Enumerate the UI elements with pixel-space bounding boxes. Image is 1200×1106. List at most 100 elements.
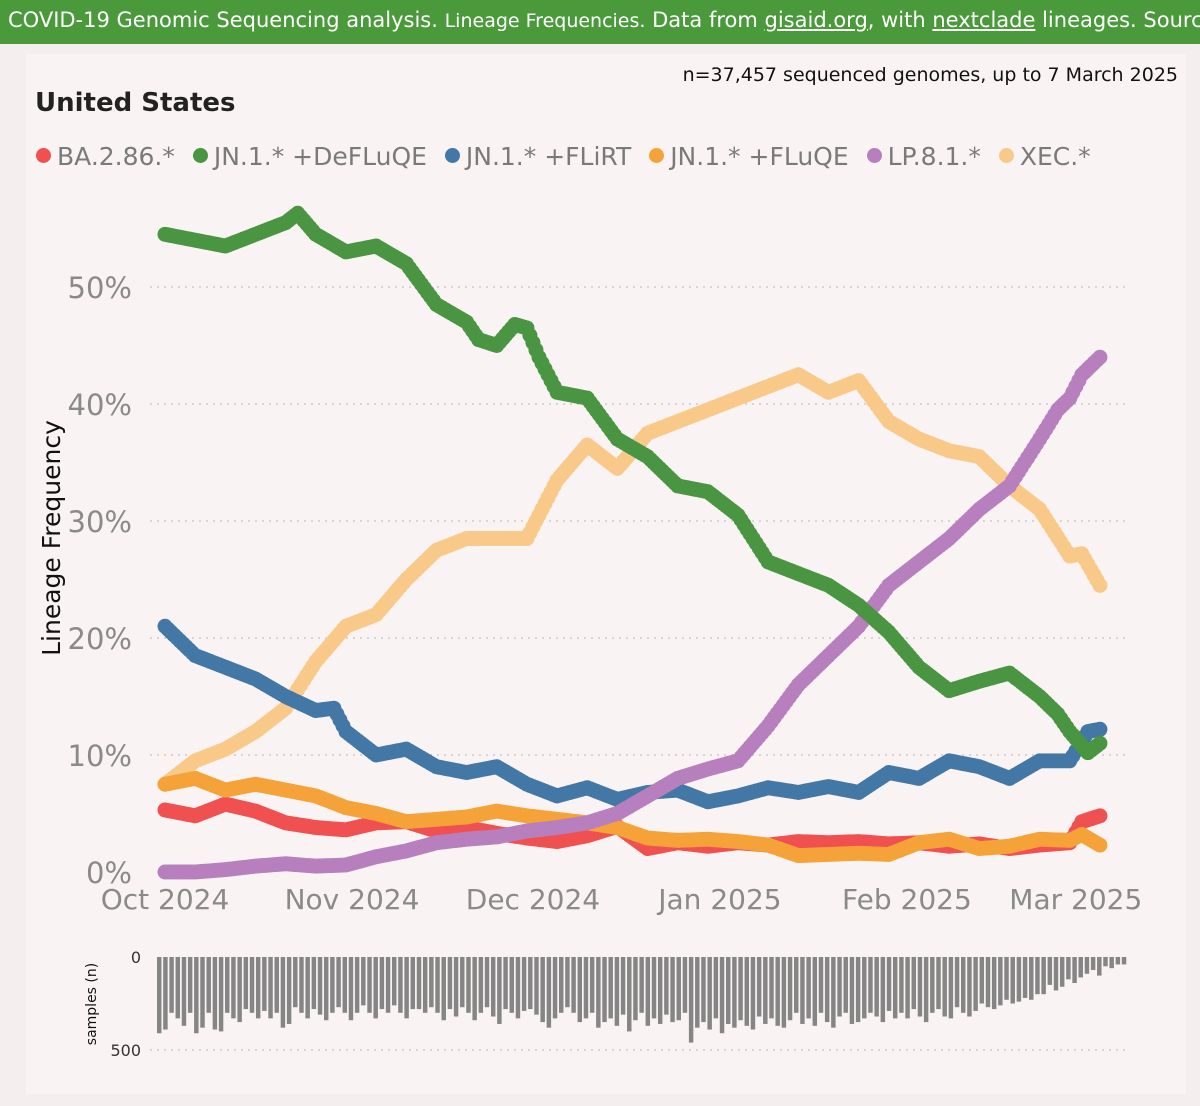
sample-bar (843, 957, 848, 1013)
sample-bar (1004, 957, 1009, 1000)
sample-bar (429, 957, 434, 1008)
sample-bar (583, 957, 589, 1019)
data-point (1092, 837, 1108, 853)
sample-bar (701, 957, 706, 1023)
sample-bar (596, 957, 601, 1028)
sample-bar (534, 957, 539, 1015)
nextclade-link[interactable]: nextclade (932, 8, 1036, 32)
banner-title: COVID-19 Genomic Sequencing analysis. (8, 8, 438, 32)
sample-bar (1121, 957, 1127, 965)
series-group (157, 205, 1108, 880)
sample-bar (293, 957, 298, 1008)
sample-bar (849, 957, 855, 1024)
sample-bar (930, 957, 935, 1013)
legend-item-jn1-fluqe[interactable]: JN.1.* +FLuQE (649, 142, 849, 171)
sample-bar (392, 957, 397, 1006)
sample-bar (633, 957, 638, 1021)
sample-bar (478, 957, 484, 1013)
sample-bar (942, 957, 947, 1017)
sample-bar (509, 957, 514, 1013)
sample-bar (627, 957, 632, 1032)
grid-lines (150, 286, 1130, 756)
sample-bar (503, 957, 508, 1010)
sample-bar (936, 957, 941, 1010)
chart-subtitle: n=37,457 sequenced genomes, up to 7 Marc… (682, 64, 1178, 86)
sample-bar (552, 957, 558, 1019)
sample-bar (1035, 957, 1040, 995)
sample-bar (410, 957, 416, 1010)
sample-bar (1109, 957, 1114, 969)
sample-bar (354, 957, 360, 1013)
sample-bar (917, 957, 923, 1017)
sample-bar (800, 957, 805, 1024)
sample-bar (985, 957, 991, 1008)
sample-bar (695, 957, 700, 1028)
sample-bar (874, 957, 879, 1017)
sample-bar (664, 957, 669, 1015)
legend-label: JN.1.* +DeFLuQE (213, 142, 427, 171)
header-banner: COVID-19 Genomic Sequencing analysis. Li… (0, 0, 1200, 44)
series-XEC.* (157, 367, 1108, 792)
y-axis-ticks: 0% 10% 20% 30% 40% 50% (68, 271, 132, 890)
sample-bar (602, 957, 607, 1023)
sample-bar (639, 957, 644, 1013)
legend-item-jn1-flirt[interactable]: JN.1.* +FLiRT (444, 142, 631, 171)
chart-title: United States (35, 88, 236, 118)
sample-bar (676, 957, 681, 1021)
sample-bar (892, 957, 898, 1019)
sample-bar (763, 957, 768, 1024)
sample-bar (385, 957, 391, 1013)
sample-bar (682, 957, 688, 1013)
sample-bar (280, 957, 286, 1028)
sample-bar (484, 957, 490, 1008)
sample-bar (243, 957, 249, 1010)
sample-bar (862, 957, 867, 1019)
sample-bars (150, 957, 1130, 1051)
sample-bar (571, 957, 576, 1013)
sample-bar (342, 957, 347, 1013)
x-tick-label: Feb 2025 (842, 883, 972, 916)
y-tick-label: 30% (68, 505, 132, 539)
sample-bar (299, 957, 304, 1013)
sample-bar (769, 957, 774, 1019)
sample-bar (837, 957, 842, 1017)
sample-bar (528, 957, 533, 1010)
sample-bar (225, 957, 230, 1013)
sample-bar (911, 957, 916, 1010)
sample-bar (738, 957, 743, 1021)
sample-bar (1097, 957, 1102, 976)
sample-bar (422, 957, 428, 1013)
legend-label: BA.2.86.* (57, 142, 175, 171)
sample-bar (868, 957, 873, 1013)
legend-marker (998, 148, 1014, 163)
sample-bar (750, 957, 756, 1030)
sample-bar (231, 957, 236, 1019)
legend-marker (36, 148, 51, 163)
legend-item-xec[interactable]: XEC.* (998, 142, 1091, 171)
sample-bar (336, 957, 341, 1008)
y-tick-label: 40% (68, 388, 132, 422)
x-tick-label: Mar 2025 (1009, 883, 1142, 916)
legend-marker (649, 148, 665, 163)
legend-marker (192, 148, 208, 163)
legend-item-jn1-defluqe[interactable]: JN.1.* +DeFLuQE (192, 142, 427, 171)
legend: BA.2.86.* JN.1.* +DeFLuQE JN.1.* +FLiRT … (36, 142, 1101, 171)
sample-bar (398, 957, 403, 1013)
data-point (1092, 808, 1108, 824)
sample-bar (169, 957, 174, 1013)
sample-bar (645, 957, 651, 1026)
legend-item-lp81[interactable]: LP.8.1.* (866, 142, 981, 171)
sample-bar (490, 957, 496, 1017)
sample-bar (323, 957, 329, 1021)
legend-item-ba286[interactable]: BA.2.86.* (36, 142, 175, 171)
sample-bar (305, 957, 310, 1019)
banner-subtitle: Lineage Frequencies. (444, 10, 646, 32)
sample-bar (725, 957, 731, 1024)
sample-bar (237, 957, 242, 1023)
chart-svg: 0% 10% 20% 30% 40% 50% Oct 2024 Nov 2024 Dec 20… (37, 205, 1142, 1060)
legend-marker (444, 148, 460, 163)
sample-bar (831, 957, 836, 1028)
sample-bar (948, 957, 954, 1019)
sample-bar (379, 957, 385, 1010)
gisaid-link[interactable]: gisaid.org (764, 8, 868, 32)
